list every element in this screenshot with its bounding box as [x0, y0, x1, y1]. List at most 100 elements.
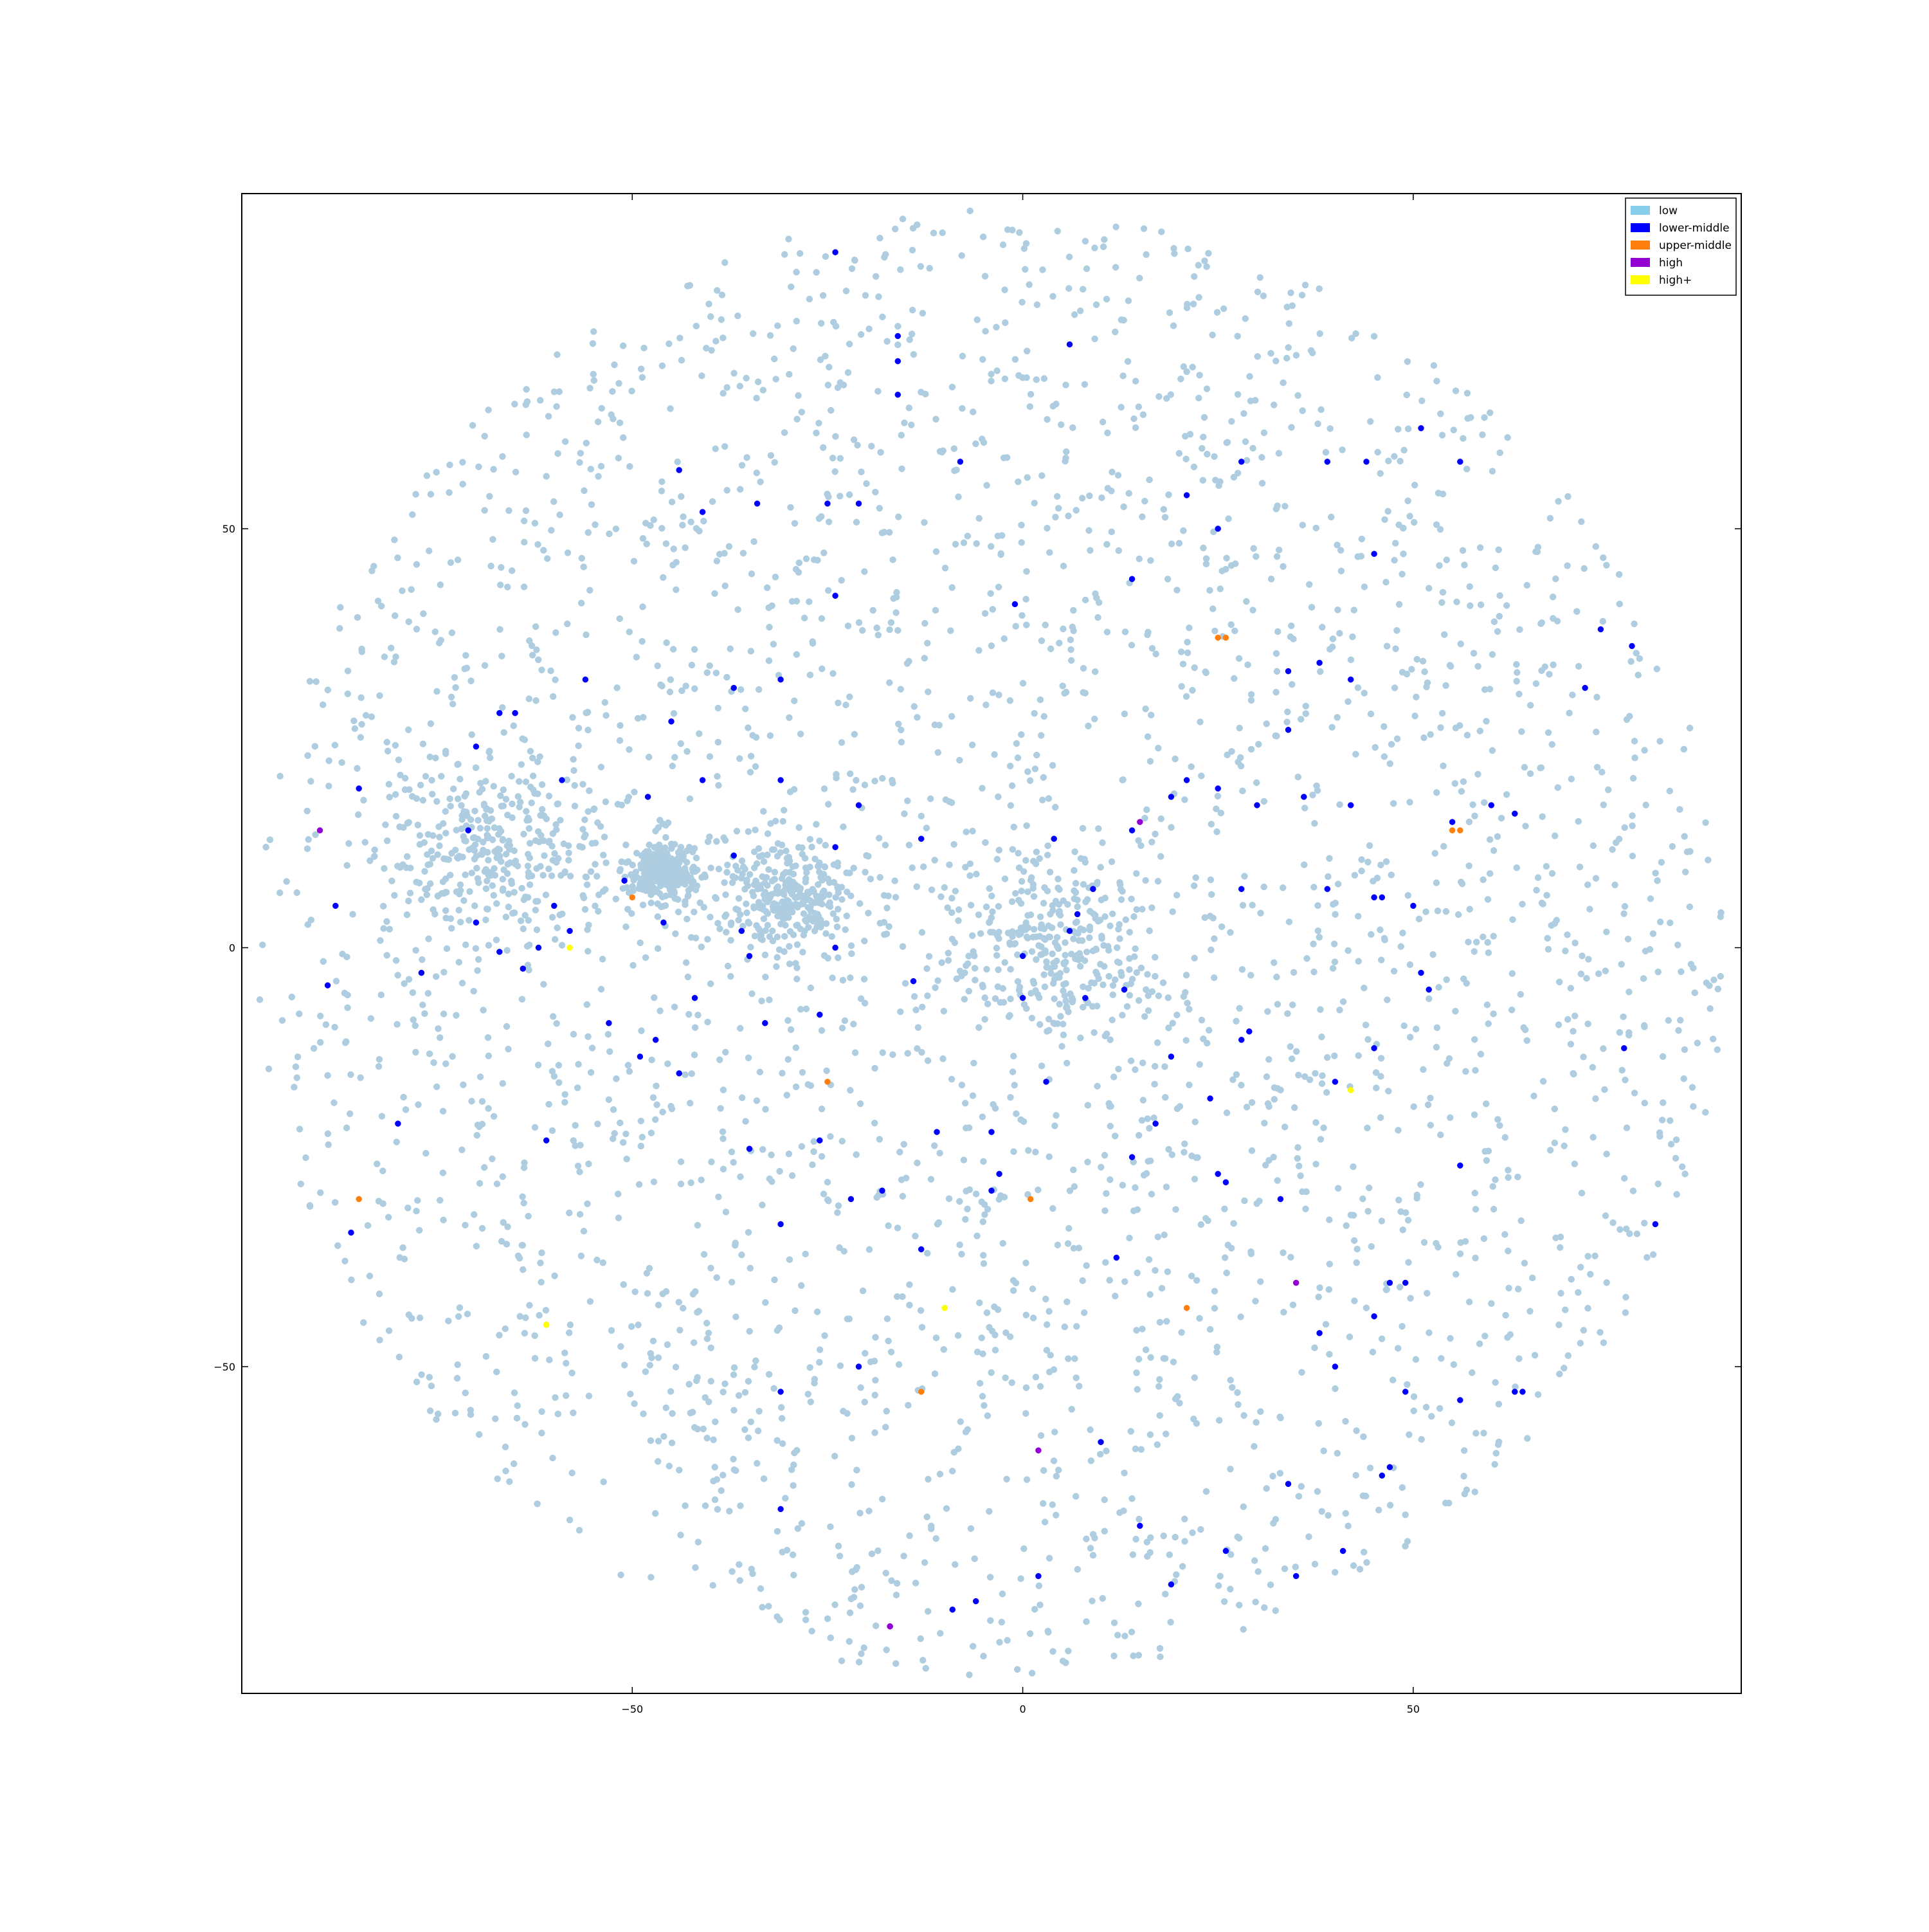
point-lower-middle [1090, 886, 1096, 893]
point-low [1577, 971, 1585, 978]
point-low [1091, 715, 1098, 723]
point-low [762, 1299, 769, 1306]
point-low [424, 990, 432, 997]
point-low [721, 582, 729, 590]
point-low [785, 1150, 793, 1158]
point-low [1616, 600, 1624, 608]
point-low [1544, 945, 1552, 953]
point-low [519, 1241, 527, 1249]
point-low [826, 903, 834, 910]
point-low [883, 1315, 891, 1322]
point-low [531, 1354, 539, 1362]
point-low [955, 493, 962, 500]
point-low [1377, 926, 1384, 933]
point-low [1406, 1034, 1414, 1041]
point-low [1483, 1001, 1491, 1008]
point-low [571, 781, 578, 789]
point-low [575, 1061, 582, 1068]
point-low [1188, 1153, 1195, 1160]
point-low [1528, 1274, 1536, 1282]
point-low [840, 823, 847, 830]
point-low [810, 1148, 817, 1155]
point-low [560, 840, 568, 848]
point-low [394, 1021, 401, 1028]
point-low [413, 561, 421, 568]
point-low [606, 530, 613, 538]
point-low [1111, 1133, 1119, 1140]
point-low [1318, 1080, 1326, 1088]
point-low [1689, 1084, 1696, 1091]
point-low [1513, 661, 1520, 668]
point-low [1579, 952, 1586, 960]
point-low [1331, 1569, 1339, 1576]
point-low [1627, 658, 1635, 665]
point-low [432, 754, 439, 761]
point-low [819, 444, 827, 451]
point-low [962, 1216, 969, 1223]
point-low [1556, 1371, 1563, 1378]
point-low [472, 945, 480, 952]
point-low [1288, 424, 1295, 431]
point-low [702, 1394, 709, 1401]
point-low [1055, 884, 1062, 891]
point-low [584, 808, 592, 816]
point-low [1397, 457, 1404, 465]
point-low [1122, 916, 1130, 924]
point-low [682, 544, 689, 551]
point-low [846, 491, 853, 498]
point-low [1011, 356, 1019, 363]
point-low [667, 405, 674, 412]
point-low [1509, 916, 1516, 924]
point-low [341, 1257, 349, 1264]
point-low [715, 865, 723, 873]
point-low [706, 662, 713, 670]
point-low [880, 891, 888, 899]
point-low [743, 909, 750, 916]
point-low [1003, 1475, 1010, 1483]
point-low [1118, 403, 1125, 411]
point-low [1082, 596, 1089, 604]
point-lower-middle [551, 902, 557, 909]
point-low [1546, 671, 1553, 678]
point-low [1128, 1495, 1136, 1502]
point-low [1365, 1184, 1373, 1192]
point-lower-middle [972, 1598, 979, 1605]
point-low [1176, 1399, 1183, 1407]
point-low [1584, 881, 1591, 888]
point-low [276, 772, 284, 780]
point-low [932, 1535, 939, 1542]
point-lower-middle [847, 1196, 855, 1203]
point-low [1554, 784, 1562, 791]
point-low [1273, 553, 1281, 560]
point-low [425, 547, 433, 554]
point-low [827, 406, 835, 414]
point-low [1377, 861, 1384, 869]
point-low [576, 459, 583, 466]
point-low [1111, 976, 1119, 983]
point-low [349, 911, 356, 918]
point-low [780, 807, 788, 814]
point-low [1472, 1205, 1480, 1213]
point-low [405, 897, 412, 905]
point-low [1140, 225, 1148, 232]
point-low [745, 724, 752, 731]
point-low [1058, 1043, 1065, 1050]
point-low [1672, 1154, 1680, 1162]
point-low [713, 287, 721, 294]
point-low [376, 1055, 383, 1063]
point-low [832, 433, 839, 440]
point-lower-middle [1285, 1481, 1292, 1488]
point-low [1717, 972, 1725, 980]
point-low [1098, 1163, 1105, 1171]
point-low [1086, 926, 1094, 934]
point-low [392, 791, 399, 798]
point-low [783, 882, 790, 890]
point-low [357, 1074, 364, 1081]
point-low [1274, 1001, 1281, 1008]
point-low [541, 852, 548, 859]
point-low [1256, 1278, 1264, 1285]
point-low [581, 906, 589, 913]
point-low [1173, 1571, 1180, 1578]
point-low [815, 881, 822, 888]
point-low [412, 1048, 419, 1056]
